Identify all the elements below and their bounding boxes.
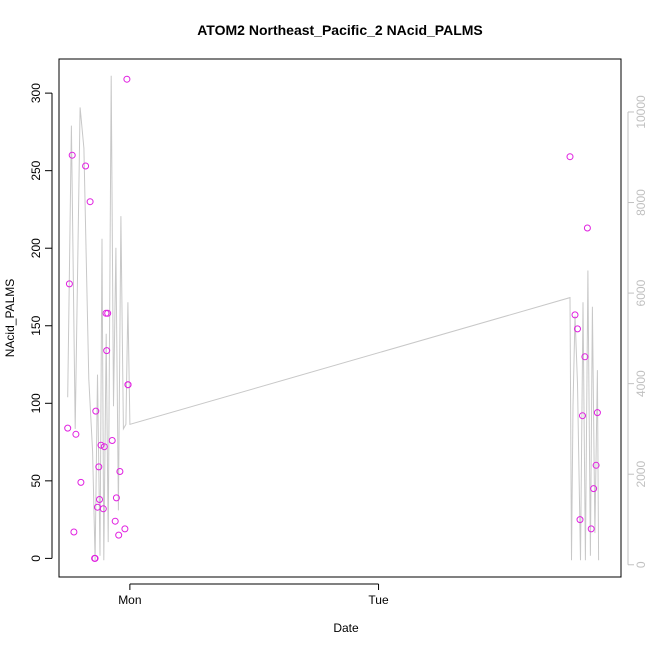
data-point xyxy=(108,437,116,444)
data-point xyxy=(581,353,589,361)
data-point xyxy=(116,468,124,475)
plot-frame xyxy=(58,58,622,578)
data-point xyxy=(574,325,581,333)
data-point xyxy=(95,463,103,471)
y2-tick-label: 2000 xyxy=(634,461,648,488)
y-tick-label: 300 xyxy=(29,83,43,103)
data-point xyxy=(121,525,129,533)
data-point xyxy=(72,430,80,438)
data-point xyxy=(112,494,120,502)
y-axis-label: NAcid_PALMS xyxy=(3,279,17,357)
data-point xyxy=(99,505,107,513)
series-points-layer xyxy=(64,75,601,562)
data-point xyxy=(91,554,99,562)
x-axis-label: Date xyxy=(333,621,359,635)
data-point xyxy=(97,441,105,449)
data-point xyxy=(96,496,103,503)
data-point xyxy=(64,424,72,432)
y-tick-label: 100 xyxy=(29,393,43,413)
y-axis-right: 0 2000 4000 6000 8000 10000 xyxy=(627,95,648,568)
data-point xyxy=(104,309,112,317)
data-point xyxy=(68,151,76,159)
chart-title: ATOM2 Northeast_Pacific_2 NAcid_PALMS xyxy=(197,22,483,38)
data-point xyxy=(576,516,584,524)
y2-tick-label: 8000 xyxy=(634,189,648,216)
data-point xyxy=(82,162,90,170)
data-point xyxy=(115,531,123,539)
x-axis: Mon Tue xyxy=(118,583,389,607)
data-point xyxy=(70,528,78,536)
series-line xyxy=(67,75,600,561)
y-tick-label: 50 xyxy=(29,474,43,488)
data-point xyxy=(566,153,574,161)
data-point xyxy=(124,381,132,389)
data-point xyxy=(77,478,85,486)
data-point xyxy=(571,311,579,319)
data-point xyxy=(123,75,131,83)
data-point xyxy=(579,412,586,420)
data-point xyxy=(92,407,100,415)
series-line-layer xyxy=(67,75,600,561)
x-tick-label: Mon xyxy=(118,593,141,607)
y-tick-label: 250 xyxy=(29,160,43,180)
y-tick-label: 200 xyxy=(29,238,43,258)
y-tick-label: 0 xyxy=(29,555,43,562)
data-point xyxy=(86,198,94,206)
y-axis-left: 0 50 100 150 200 250 300 xyxy=(29,83,53,562)
x-tick-label: Tue xyxy=(368,593,389,607)
data-point xyxy=(65,280,73,288)
y2-tick-label: 10000 xyxy=(634,95,648,129)
data-point xyxy=(103,347,111,355)
y2-tick-label: 6000 xyxy=(634,279,648,306)
data-point xyxy=(583,224,591,232)
data-point xyxy=(592,461,600,469)
data-point xyxy=(593,409,601,417)
data-point xyxy=(100,443,108,451)
y-tick-label: 150 xyxy=(29,315,43,335)
data-point xyxy=(587,525,595,533)
data-point xyxy=(111,517,119,525)
y2-tick-label: 4000 xyxy=(634,370,648,397)
data-point xyxy=(590,485,598,493)
y2-tick-label: 0 xyxy=(634,561,648,568)
